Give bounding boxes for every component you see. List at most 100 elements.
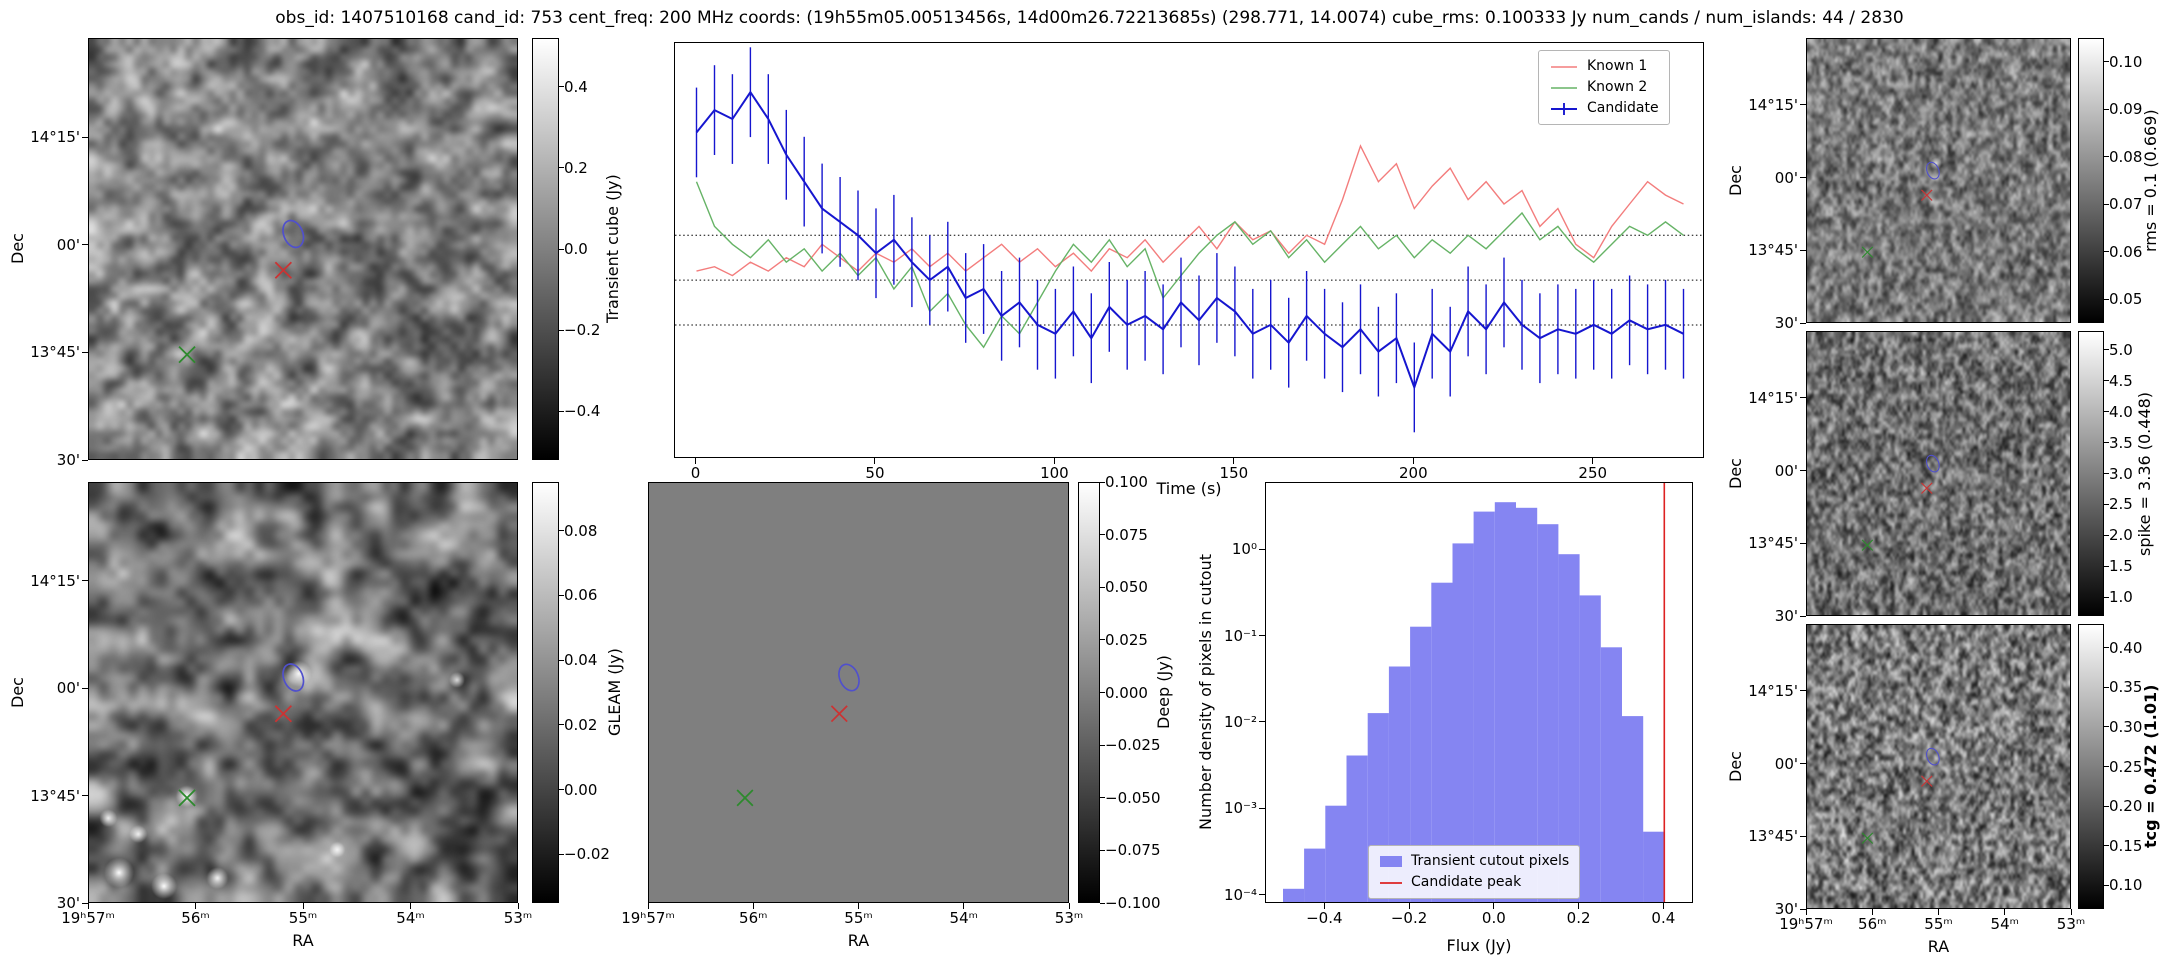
colorbar bbox=[1078, 482, 1100, 903]
colorbar-tick-mark bbox=[2104, 766, 2109, 767]
ra-tick-label: 55ᵐ bbox=[844, 909, 873, 927]
flux-tick-mark bbox=[1578, 903, 1580, 909]
dec-tick-label: 13°45' bbox=[1748, 827, 1798, 846]
ra-tick-mark bbox=[963, 903, 965, 909]
known-source-marker bbox=[1861, 832, 1874, 844]
ra-tick-label: 56ᵐ bbox=[1858, 915, 1887, 933]
colorbar-tick-label: 5.0 bbox=[2109, 340, 2133, 359]
gleam-image bbox=[89, 483, 517, 902]
dec-tick-label: 14°15' bbox=[30, 571, 80, 590]
histogram-bar bbox=[1537, 524, 1559, 902]
ra-tick-mark bbox=[195, 903, 196, 909]
colorbar-tick-mark bbox=[2104, 596, 2109, 598]
dec-tick-label: 00' bbox=[1774, 754, 1798, 773]
colorbar-tick-label: 0.25 bbox=[2109, 757, 2143, 776]
dec-axis-label: Dec bbox=[8, 233, 27, 265]
ra-tick-label: 55ᵐ bbox=[1924, 915, 1953, 933]
candidate-region-ellipse bbox=[1926, 747, 1940, 766]
time-tick-label: 50 bbox=[865, 464, 885, 482]
dec-tick-mark bbox=[1800, 908, 1806, 910]
legend-label: Candidate peak bbox=[1411, 874, 1522, 890]
known2-legend-line-icon bbox=[1551, 86, 1577, 89]
colorbar-tick-label: −0.075 bbox=[1105, 841, 1161, 860]
flux-histogram-plot bbox=[1283, 483, 1666, 902]
ra-tick-label: 53ᵐ bbox=[1054, 909, 1084, 927]
transient-image bbox=[89, 39, 517, 459]
time-tick-label: 100 bbox=[1040, 464, 1069, 482]
dec-tick-mark bbox=[82, 795, 88, 797]
colorbar-tick-mark bbox=[2104, 380, 2109, 382]
dec-tick-mark bbox=[82, 687, 88, 689]
source-markers bbox=[1861, 454, 1940, 551]
colorbar-tick-label: 2.5 bbox=[2109, 495, 2133, 514]
dec-tick-label: 14°15' bbox=[1748, 388, 1798, 407]
deep-cutout-panel bbox=[648, 482, 1069, 903]
dec-tick-mark bbox=[1800, 249, 1806, 251]
colorbar-tick-label: 0.2 bbox=[564, 158, 588, 177]
colorbar-tick-mark bbox=[1100, 586, 1105, 588]
histogram-bar bbox=[1558, 554, 1580, 902]
time-tick-label: 0 bbox=[690, 464, 701, 482]
figure-title: obs_id: 1407510168 cand_id: 753 cent_fre… bbox=[275, 8, 1904, 28]
source-markers bbox=[736, 663, 860, 807]
dec-tick-mark bbox=[1800, 690, 1806, 692]
colorbar-tick-mark bbox=[2104, 726, 2109, 728]
ra-tick-label: 19ʰ57ᵐ bbox=[621, 909, 675, 927]
candidate-peak-line-icon bbox=[1380, 882, 1402, 884]
flux-tick-mark bbox=[1408, 903, 1410, 909]
colorbar-tick-mark bbox=[2104, 156, 2109, 158]
legend-item: Known 2 bbox=[1549, 77, 1659, 98]
ra-tick-mark bbox=[2070, 909, 2072, 915]
ra-tick-mark bbox=[1871, 909, 1873, 915]
legend-label: Candidate bbox=[1587, 100, 1659, 116]
colorbar-tick-label: 0.06 bbox=[2109, 242, 2143, 261]
colorbar-tick-mark bbox=[2104, 251, 2109, 253]
colorbar-tick-label: 0.100 bbox=[1105, 473, 1148, 491]
dec-tick-mark bbox=[82, 136, 88, 138]
density-tick-label: 10⁻¹ bbox=[1223, 626, 1257, 645]
legend-item: Candidate bbox=[1549, 98, 1659, 119]
colorbar-tick-mark bbox=[2104, 805, 2109, 807]
deep-image bbox=[649, 483, 1068, 902]
ra-tick-label: 56ᵐ bbox=[181, 909, 210, 927]
dec-tick-label: 30' bbox=[1774, 314, 1798, 332]
colorbar-tick-mark bbox=[2104, 473, 2109, 474]
dec-tick-mark bbox=[1800, 763, 1806, 765]
time-tick-mark bbox=[1412, 458, 1414, 464]
colorbar-tick-label: 0.050 bbox=[1105, 578, 1148, 597]
ra-tick-label: 19ʰ57ᵐ bbox=[1779, 915, 1833, 933]
known1-line bbox=[696, 144, 1684, 277]
histogram-bar bbox=[1473, 511, 1495, 902]
colorbar-tick-mark bbox=[2104, 349, 2109, 351]
density-tick-mark bbox=[1259, 807, 1265, 809]
legend-item: Known 1 bbox=[1549, 56, 1659, 77]
colorbar-tick-label: 0.40 bbox=[2109, 638, 2143, 657]
dec-tick-mark bbox=[82, 902, 88, 904]
colorbar-label: GLEAM (Jy) bbox=[605, 648, 624, 737]
colorbar-label: Deep (Jy) bbox=[1154, 655, 1173, 730]
flux-tick-mark bbox=[1662, 903, 1664, 909]
ra-tick-label: 54ᵐ bbox=[396, 909, 425, 927]
ra-tick-mark bbox=[1068, 903, 1070, 909]
ra-tick-mark bbox=[752, 903, 754, 909]
time-tick-mark bbox=[1233, 458, 1235, 464]
tcg-cutout-panel bbox=[1806, 624, 2071, 909]
time-tick-label: 150 bbox=[1219, 464, 1249, 482]
histogram-bar bbox=[1388, 666, 1411, 902]
legend-item: Candidate peak bbox=[1379, 872, 1569, 893]
flux-tick-label: −0.4 bbox=[1306, 909, 1343, 927]
ra-tick-label: 53ᵐ bbox=[503, 909, 533, 927]
dec-tick-label: 00' bbox=[1774, 461, 1798, 480]
flux-tick-label: 0.2 bbox=[1566, 909, 1591, 927]
colorbar-tick-label: 1.5 bbox=[2109, 557, 2133, 576]
known-source-marker bbox=[178, 789, 196, 807]
spike-image bbox=[1807, 332, 2070, 615]
colorbar-tick-mark bbox=[2104, 298, 2109, 300]
lightcurve-legend: Known 1 Known 2 Candidate bbox=[1538, 50, 1670, 125]
colorbar-tick-mark bbox=[1100, 481, 1105, 483]
source-markers bbox=[1861, 161, 1940, 258]
colorbar-tick-label: −0.02 bbox=[564, 845, 610, 864]
ra-tick-mark bbox=[87, 903, 89, 909]
dec-tick-mark bbox=[1800, 835, 1806, 837]
colorbar-label: tcg = 0.472 (1.01) bbox=[2141, 684, 2160, 849]
